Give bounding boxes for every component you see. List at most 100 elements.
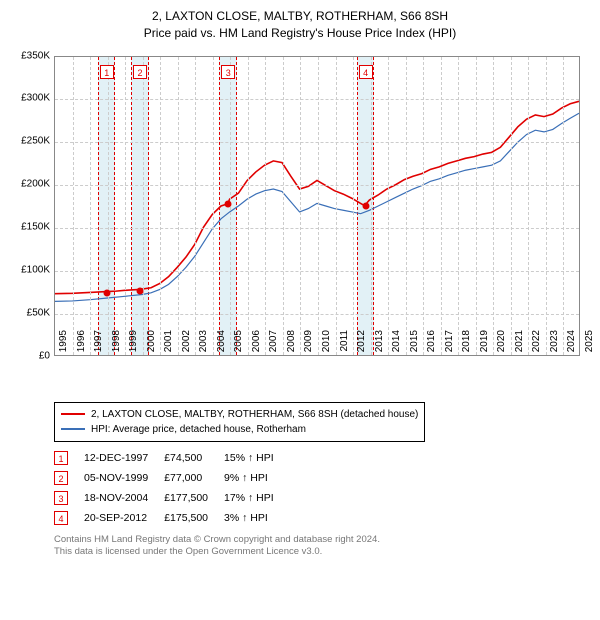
sale-price: £74,500 — [164, 448, 224, 468]
sale-marker: 4 — [359, 65, 373, 79]
gridline-v — [423, 57, 424, 355]
y-tick-label: £150K — [14, 222, 50, 233]
x-tick-label: 2015 — [409, 330, 420, 360]
x-tick-label: 2020 — [496, 330, 507, 360]
x-tick-label: 2009 — [303, 330, 314, 360]
series-hpi — [55, 113, 579, 301]
x-tick-label: 2019 — [479, 330, 490, 360]
gridline-v — [458, 57, 459, 355]
gridline-v — [125, 57, 126, 355]
x-tick-label: 2002 — [181, 330, 192, 360]
x-tick-label: 2021 — [514, 330, 525, 360]
sale-price: £177,500 — [164, 488, 224, 508]
footer-line2: This data is licensed under the Open Gov… — [54, 546, 588, 559]
footer-note: Contains HM Land Registry data © Crown c… — [54, 534, 588, 560]
x-tick-label: 1999 — [128, 330, 139, 360]
sale-delta: 9% ↑ HPI — [224, 468, 290, 488]
gridline-v — [248, 57, 249, 355]
chart-container: 2, LAXTON CLOSE, MALTBY, ROTHERHAM, S66 … — [0, 0, 600, 620]
title-line2: Price paid vs. HM Land Registry's House … — [12, 25, 588, 42]
legend-swatch — [61, 428, 85, 430]
legend-row: 2, LAXTON CLOSE, MALTBY, ROTHERHAM, S66 … — [61, 407, 418, 422]
gridline-v — [511, 57, 512, 355]
sale-price: £77,000 — [164, 468, 224, 488]
x-tick-label: 1995 — [58, 330, 69, 360]
y-tick-label: £100K — [14, 264, 50, 275]
sale-marker: 1 — [100, 65, 114, 79]
legend-swatch — [61, 413, 85, 415]
x-tick-label: 2017 — [444, 330, 455, 360]
gridline-v — [143, 57, 144, 355]
y-tick-label: £250K — [14, 136, 50, 147]
x-tick-label: 2014 — [391, 330, 402, 360]
x-tick-label: 2016 — [426, 330, 437, 360]
chart-area: 1 2 3 4 £0 £50K £100K £150K £200K £250K £300K £350… — [12, 46, 588, 396]
gridline-v — [353, 57, 354, 355]
y-tick-label: £0 — [14, 350, 50, 361]
x-tick-label: 2005 — [233, 330, 244, 360]
gridline-v — [546, 57, 547, 355]
x-tick-label: 1996 — [76, 330, 87, 360]
y-tick-label: £350K — [14, 50, 50, 61]
sale-delta: 15% ↑ HPI — [224, 448, 290, 468]
x-tick-label: 2003 — [198, 330, 209, 360]
x-tick-label: 2008 — [286, 330, 297, 360]
y-tick-label: £50K — [14, 307, 50, 318]
gridline-v — [563, 57, 564, 355]
x-tick-label: 2006 — [251, 330, 262, 360]
gridline-v — [441, 57, 442, 355]
sale-number-badge: 2 — [54, 471, 68, 485]
x-tick-label: 2012 — [356, 330, 367, 360]
gridline-h — [55, 99, 579, 100]
gridline-v — [388, 57, 389, 355]
gridline-v — [406, 57, 407, 355]
sale-date: 12-DEC-1997 — [84, 448, 164, 468]
plot-area: 1 2 3 4 — [54, 56, 580, 356]
gridline-v — [73, 57, 74, 355]
table-row: 420-SEP-2012£175,5003% ↑ HPI — [54, 508, 290, 528]
sale-date: 18-NOV-2004 — [84, 488, 164, 508]
gridline-v — [528, 57, 529, 355]
legend-row: HPI: Average price, detached house, Roth… — [61, 422, 418, 437]
sale-number-badge: 1 — [54, 451, 68, 465]
gridline-v — [283, 57, 284, 355]
x-tick-label: 2022 — [531, 330, 542, 360]
sale-point — [103, 289, 110, 296]
x-tick-label: 2024 — [566, 330, 577, 360]
legend-label: HPI: Average price, detached house, Roth… — [91, 422, 306, 437]
x-tick-label: 1997 — [93, 330, 104, 360]
gridline-h — [55, 185, 579, 186]
gridline-v — [300, 57, 301, 355]
sale-marker: 3 — [221, 65, 235, 79]
gridline-h — [55, 271, 579, 272]
y-tick-label: £300K — [14, 93, 50, 104]
sale-price: £175,500 — [164, 508, 224, 528]
sale-marker: 2 — [133, 65, 147, 79]
x-tick-label: 2010 — [321, 330, 332, 360]
chart-lines — [55, 57, 579, 355]
sale-number-badge: 4 — [54, 511, 68, 525]
sale-number-badge: 3 — [54, 491, 68, 505]
gridline-v — [195, 57, 196, 355]
title-line1: 2, LAXTON CLOSE, MALTBY, ROTHERHAM, S66 … — [12, 8, 588, 25]
x-tick-label: 2001 — [163, 330, 174, 360]
gridline-v — [178, 57, 179, 355]
gridline-v — [108, 57, 109, 355]
sale-point — [137, 287, 144, 294]
table-row: 205-NOV-1999£77,0009% ↑ HPI — [54, 468, 290, 488]
x-tick-label: 2018 — [461, 330, 472, 360]
x-tick-label: 2013 — [374, 330, 385, 360]
y-tick-label: £200K — [14, 179, 50, 190]
gridline-v — [371, 57, 372, 355]
x-tick-label: 2007 — [268, 330, 279, 360]
x-tick-label: 1998 — [111, 330, 122, 360]
gridline-v — [90, 57, 91, 355]
x-tick-label: 2004 — [216, 330, 227, 360]
table-row: 318-NOV-2004£177,50017% ↑ HPI — [54, 488, 290, 508]
gridline-v — [160, 57, 161, 355]
gridline-h — [55, 142, 579, 143]
legend: 2, LAXTON CLOSE, MALTBY, ROTHERHAM, S66 … — [54, 402, 425, 442]
sale-date: 20-SEP-2012 — [84, 508, 164, 528]
gridline-v — [476, 57, 477, 355]
sales-table: 1 12-DEC-1997£74,50015% ↑ HPI205-NOV-1999… — [54, 448, 290, 528]
